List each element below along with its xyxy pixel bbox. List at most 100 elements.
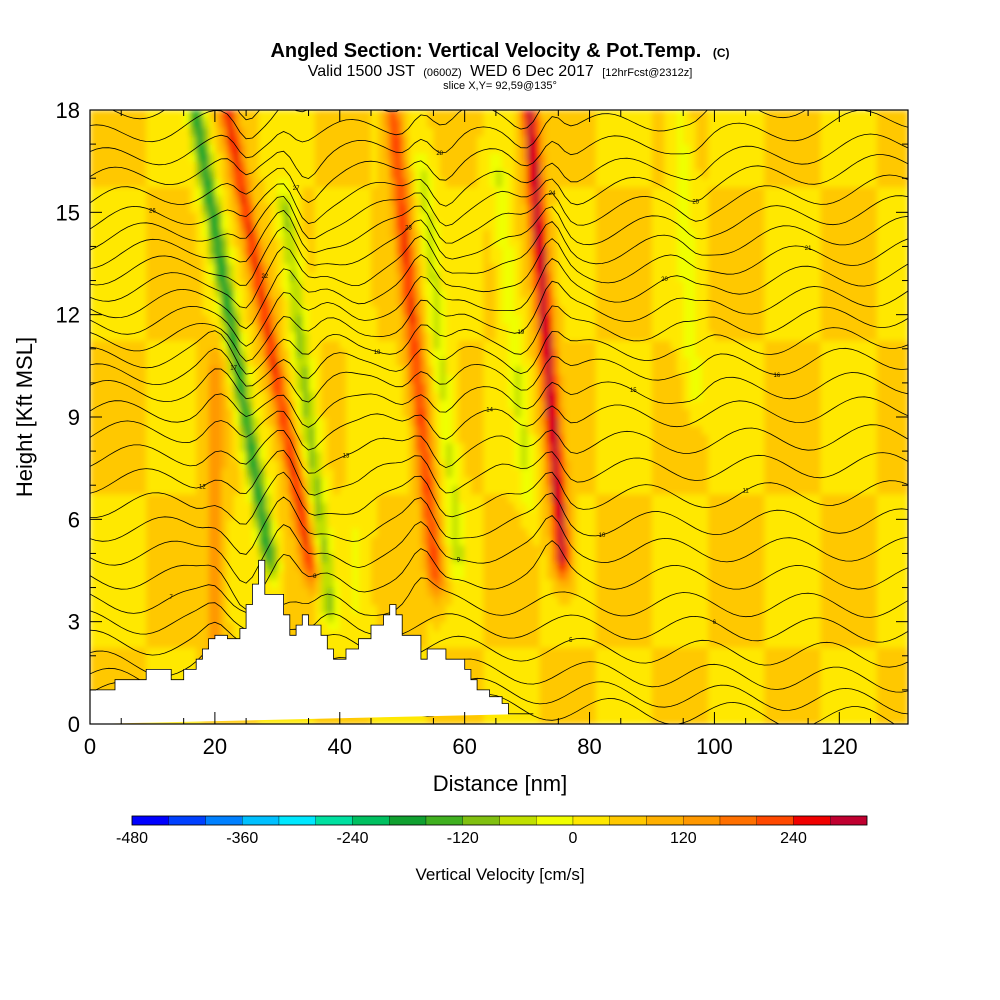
field-cell — [595, 698, 603, 708]
field-cell — [745, 493, 753, 503]
field-cell — [127, 638, 135, 648]
field-cell — [614, 442, 622, 452]
field-cell — [858, 399, 865, 410]
field-cell — [589, 476, 597, 486]
field-cell — [352, 579, 360, 589]
field-cell — [751, 681, 759, 691]
field-cell — [408, 510, 416, 520]
field-cell — [633, 459, 641, 469]
field-cell — [408, 570, 416, 580]
field-cell — [695, 715, 703, 724]
field-cell — [783, 570, 790, 580]
field-cell — [452, 434, 460, 444]
field-cell — [495, 519, 503, 529]
field-cell — [90, 519, 97, 529]
field-cell — [214, 451, 222, 461]
field-cell — [214, 596, 222, 606]
field-cell — [102, 655, 110, 665]
field-cell — [683, 561, 691, 572]
field-cell — [826, 527, 834, 537]
field-cell — [602, 596, 609, 606]
field-cell — [751, 442, 759, 452]
field-cell — [433, 425, 441, 435]
field-cell — [114, 391, 122, 401]
field-cell — [751, 544, 759, 555]
field-cell — [883, 459, 890, 469]
field-cell — [527, 451, 534, 461]
field-cell — [158, 527, 166, 537]
field-cell — [614, 638, 622, 648]
field-cell — [895, 630, 903, 640]
field-cell — [139, 638, 147, 648]
field-cell — [252, 459, 260, 469]
field-cell — [770, 647, 778, 657]
field-cell — [558, 536, 566, 546]
field-cell — [714, 536, 722, 546]
field-cell — [851, 544, 859, 555]
field-cell — [733, 672, 740, 682]
field-cell — [321, 459, 328, 469]
field-cell — [427, 502, 435, 512]
field-cell — [233, 587, 241, 597]
field-cell — [202, 485, 210, 495]
field-cell — [651, 485, 659, 495]
field-cell — [658, 527, 666, 537]
field-cell — [177, 596, 185, 606]
field-cell — [664, 630, 672, 640]
field-cell — [720, 596, 728, 606]
field-cell — [439, 570, 447, 580]
field-cell — [676, 630, 684, 640]
field-cell — [483, 715, 491, 724]
field-cell — [520, 698, 528, 708]
field-cell — [839, 417, 847, 427]
field-cell — [558, 399, 566, 410]
field-cell — [233, 553, 241, 563]
field-cell — [483, 544, 491, 555]
field-cell — [658, 596, 666, 606]
field-cell — [539, 536, 547, 546]
field-cell — [102, 493, 110, 503]
field-cell — [770, 502, 778, 512]
field-cell — [689, 596, 697, 606]
field-cell — [851, 442, 859, 452]
field-cell — [433, 502, 441, 512]
field-cell — [901, 647, 908, 657]
field-cell — [583, 408, 591, 418]
field-cell — [795, 638, 803, 648]
field-cell — [277, 459, 285, 469]
field-cell — [627, 638, 634, 648]
field-cell — [514, 434, 522, 444]
field-cell — [664, 613, 672, 623]
field-cell — [233, 544, 241, 555]
field-cell — [346, 553, 353, 563]
field-cell — [508, 647, 516, 657]
field-cell — [439, 604, 447, 614]
field-cell — [602, 553, 609, 563]
field-cell — [171, 493, 179, 503]
field-cell — [314, 510, 322, 520]
field-cell — [701, 561, 709, 572]
field-cell — [676, 399, 684, 410]
field-cell — [683, 459, 691, 469]
field-cell — [564, 579, 572, 589]
field-cell — [658, 638, 666, 648]
field-cell — [502, 510, 509, 520]
field-cell — [651, 459, 659, 469]
field-cell — [708, 493, 716, 503]
field-cell — [864, 510, 872, 520]
field-cell — [701, 502, 709, 512]
field-cell — [364, 536, 372, 546]
field-cell — [395, 417, 403, 427]
field-cell — [739, 536, 747, 546]
field-cell — [814, 399, 822, 410]
field-cell — [464, 451, 472, 461]
field-cell — [758, 417, 765, 427]
field-cell — [520, 664, 528, 674]
field-cell — [96, 434, 104, 444]
field-cell — [639, 698, 647, 708]
field-cell — [683, 408, 691, 418]
field-cell — [895, 655, 903, 665]
field-cell — [452, 399, 460, 410]
field-cell — [627, 493, 634, 503]
field-cell — [870, 510, 878, 520]
